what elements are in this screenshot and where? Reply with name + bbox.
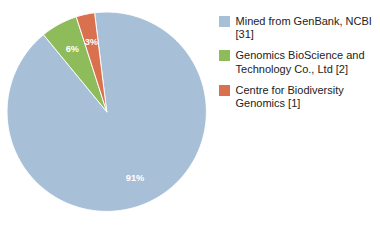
svg-text:91%: 91%: [126, 173, 144, 183]
svg-text:6%: 6%: [66, 44, 79, 54]
svg-text:3%: 3%: [85, 37, 98, 47]
html-text:Centre for Biodiversity Genomi: Centre for Biodiversity Genomics [1]: [235, 83, 344, 109]
html-text:Mined from GenBank, NCBI [31]: Mined from GenBank, NCBI [31]: [235, 15, 372, 41]
html-text:Genomics BioScience and Techno: Genomics BioScience and Technology Co., …: [235, 49, 365, 75]
